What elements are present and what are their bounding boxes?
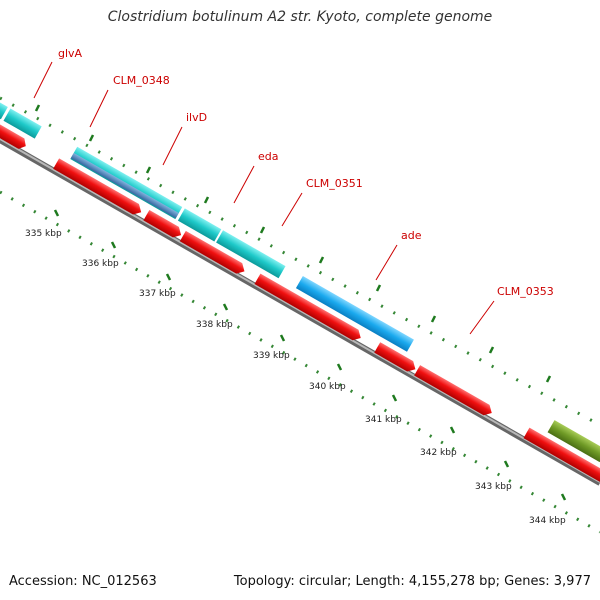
ruler-tick-label: 339 kbp xyxy=(253,351,290,361)
genome-backbone-highlight xyxy=(0,138,600,483)
feature-glvA[interactable] xyxy=(0,67,8,120)
gene-labels: glvA CLM_0348 ilvD eda CLM_0351 ade CLM_… xyxy=(58,47,554,298)
reverse-feature-track xyxy=(0,124,600,485)
cds-reverse-2[interactable] xyxy=(0,124,29,152)
feature-CLM_0351[interactable] xyxy=(216,230,286,279)
ruler-tick-label: 343 kbp xyxy=(475,482,512,492)
ruler-labels: 335 kbp 336 kbp 337 kbp 338 kbp 339 kbp … xyxy=(25,229,566,526)
cds-reverse-5[interactable] xyxy=(179,230,248,277)
ruler-tick-label: 337 kbp xyxy=(139,289,176,299)
gene-label[interactable]: CLM_0353 xyxy=(497,285,554,298)
cds-reverse-7[interactable] xyxy=(374,342,418,374)
cds-reverse-6[interactable] xyxy=(254,273,363,344)
gene-label[interactable]: ilvD xyxy=(186,111,207,124)
forward-feature-track xyxy=(0,67,600,463)
ruler-tick-label: 340 kbp xyxy=(309,382,346,392)
feature-ilvD-overlay xyxy=(70,152,179,219)
gene-label[interactable]: CLM_0348 xyxy=(113,74,170,87)
gene-label[interactable]: CLM_0351 xyxy=(306,177,363,190)
outer-major-ticks xyxy=(34,104,552,383)
ruler-tick-label: 342 kbp xyxy=(420,448,457,458)
gene-label[interactable]: ade xyxy=(401,229,422,242)
ruler-tick-label: 335 kbp xyxy=(25,229,62,239)
ruler-tick-label: 338 kbp xyxy=(196,320,233,330)
ruler-tick-label: 341 kbp xyxy=(365,415,402,425)
feature-eda[interactable] xyxy=(177,208,222,242)
ruler-tick-label: 336 kbp xyxy=(82,259,119,269)
gene-label[interactable]: glvA xyxy=(58,47,83,60)
cds-reverse-4[interactable] xyxy=(143,210,184,240)
feature-CLM_0348[interactable] xyxy=(3,108,42,139)
feature-ade[interactable] xyxy=(295,276,414,352)
outer-tick-ring xyxy=(0,96,600,427)
ruler-tick-label: 344 kbp xyxy=(529,516,566,526)
inner-tick-ring xyxy=(0,190,600,534)
gene-label-leaders xyxy=(33,61,495,335)
cds-reverse-9[interactable] xyxy=(523,427,600,485)
genome-summary-text: Topology: circular; Length: 4,155,278 bp… xyxy=(233,574,591,589)
accession-text: Accession: NC_012563 xyxy=(9,574,157,589)
cds-reverse-3[interactable] xyxy=(53,158,144,217)
feature-olive[interactable] xyxy=(547,420,600,463)
gene-label[interactable]: eda xyxy=(258,150,279,163)
map-title: Clostridium botulinum A2 str. Kyoto, com… xyxy=(107,9,493,25)
inner-major-ticks xyxy=(53,209,567,501)
cds-reverse-8[interactable] xyxy=(414,365,495,418)
